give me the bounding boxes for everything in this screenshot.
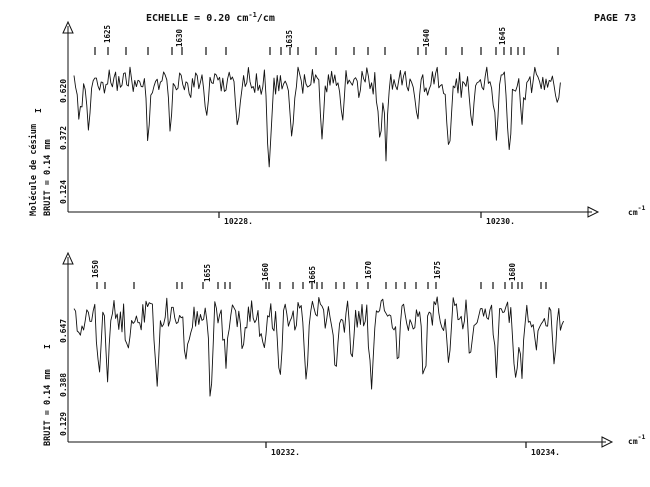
panel-2-y-arrow: [62, 251, 74, 265]
panel-2-i-marker: I: [43, 344, 52, 349]
panel-2-line-number-4: 1670: [364, 260, 373, 279]
panel-1-x-unit: cm-1: [628, 204, 646, 217]
panel-1-noise-label: BRUIT = 0.14 mm: [43, 139, 53, 216]
panel-1-y-arrow: [62, 20, 74, 34]
panel-2-line-number-6: 1680: [508, 262, 517, 281]
panel-1-line-number-3: 1640: [422, 28, 431, 47]
panel-2-x-tick-0: 10232.: [271, 448, 300, 457]
page-number: PAGE 73: [594, 13, 636, 24]
panel-1-line-number-0: 1625: [103, 25, 112, 43]
panel-1-x-tick-0: 10228.: [224, 217, 253, 226]
panel-2-y-tick-1: 0.388: [59, 373, 68, 397]
panel-2-x-unit: cm-1: [628, 433, 646, 446]
panel-1-line-number-4: 1645: [498, 27, 507, 45]
panel-2-line-number-0: 1650: [91, 259, 100, 278]
panel-1-y-tick-2: 0.124: [59, 180, 68, 204]
panel-1-i-marker: I: [34, 108, 43, 113]
panel-2-x-tick-1: 10234.: [531, 448, 560, 457]
panel-1: Molécule de césium BRUIT = 0.14 mm I 0.6…: [28, 20, 646, 226]
panel-1-x-arrow: [587, 206, 600, 218]
panel-1-line-markers: [94, 47, 559, 55]
scale-label: ECHELLE = 0.20 cm-1/cm: [146, 11, 275, 24]
panel-1-y-tick-0: 0.620: [59, 79, 68, 103]
panel-1-y-tick-1: 0.372: [59, 126, 68, 150]
panel-1-x-tick-1: 10230.: [486, 217, 515, 226]
panel-2-line-markers: [96, 282, 547, 289]
panel-2-noise-label: BRUIT = 0.14 mm: [43, 369, 53, 446]
panel-2-line-number-2: 1660: [261, 262, 270, 281]
panel-2-spectrum-trace: [73, 296, 565, 397]
panel-2: BRUIT = 0.14 mm I 0.647 0.388 0.129 1023…: [43, 251, 646, 457]
panel-1-substance-label: Molécule de césium: [28, 124, 39, 216]
panel-2-x-arrow: [601, 436, 614, 448]
panel-2-y-tick-2: 0.129: [59, 412, 68, 436]
panel-1-line-number-2: 1635: [285, 30, 294, 48]
panel-2-line-number-5: 1675: [433, 261, 442, 279]
panel-2-y-tick-0: 0.647: [59, 319, 68, 343]
panel-2-line-number-3: 1665: [308, 266, 317, 284]
panel-1-line-number-1: 1630: [175, 28, 184, 47]
panel-2-line-number-1: 1655: [203, 264, 212, 282]
panel-1-spectrum-trace: [73, 66, 561, 168]
